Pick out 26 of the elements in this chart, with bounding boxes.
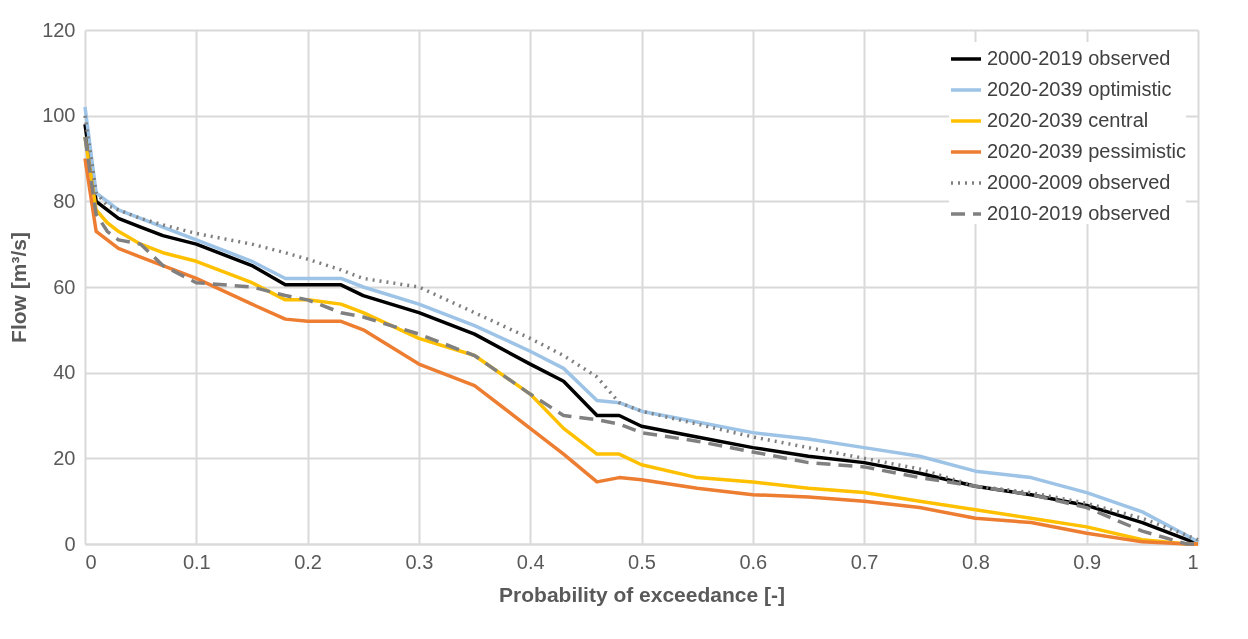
y-tick-label: 60 [53,275,76,298]
y-tick-label: 40 [53,361,76,384]
y-tick-label: 80 [53,189,76,212]
y-tick-label: 120 [42,18,76,41]
y-tick-label: 0 [64,532,76,555]
y-tick-label: 100 [42,104,76,127]
x-tick-label: 0.5 [628,550,656,573]
x-tick-label: 0.9 [1073,550,1102,573]
x-tick-label: 0.7 [850,550,879,573]
legend-label: 2020-2039 optimistic [987,78,1172,100]
x-tick-label: 0.4 [516,550,545,573]
x-tick-label: 0.8 [961,550,990,573]
y-tick-label: 20 [53,446,76,469]
x-tick-label: 0 [85,550,97,573]
legend-label: 2000-2009 observed [987,171,1171,193]
x-tick-label: 1 [1187,550,1199,573]
x-tick-label: 0.3 [405,550,434,573]
legend-label: 2010-2019 observed [987,202,1171,224]
x-tick-label: 0.2 [294,550,323,573]
legend-label: 2020-2039 pessimistic [987,140,1186,162]
legend-label: 2000-2019 observed [987,47,1171,69]
x-tick-label: 0.1 [182,550,211,573]
y-axis-title: Flow [m³/s] [7,232,31,343]
legend-label: 2020-2039 central [987,109,1149,131]
x-tick-label: 0.6 [739,550,768,573]
x-axis-title: Probability of exceedance [-] [499,582,785,606]
